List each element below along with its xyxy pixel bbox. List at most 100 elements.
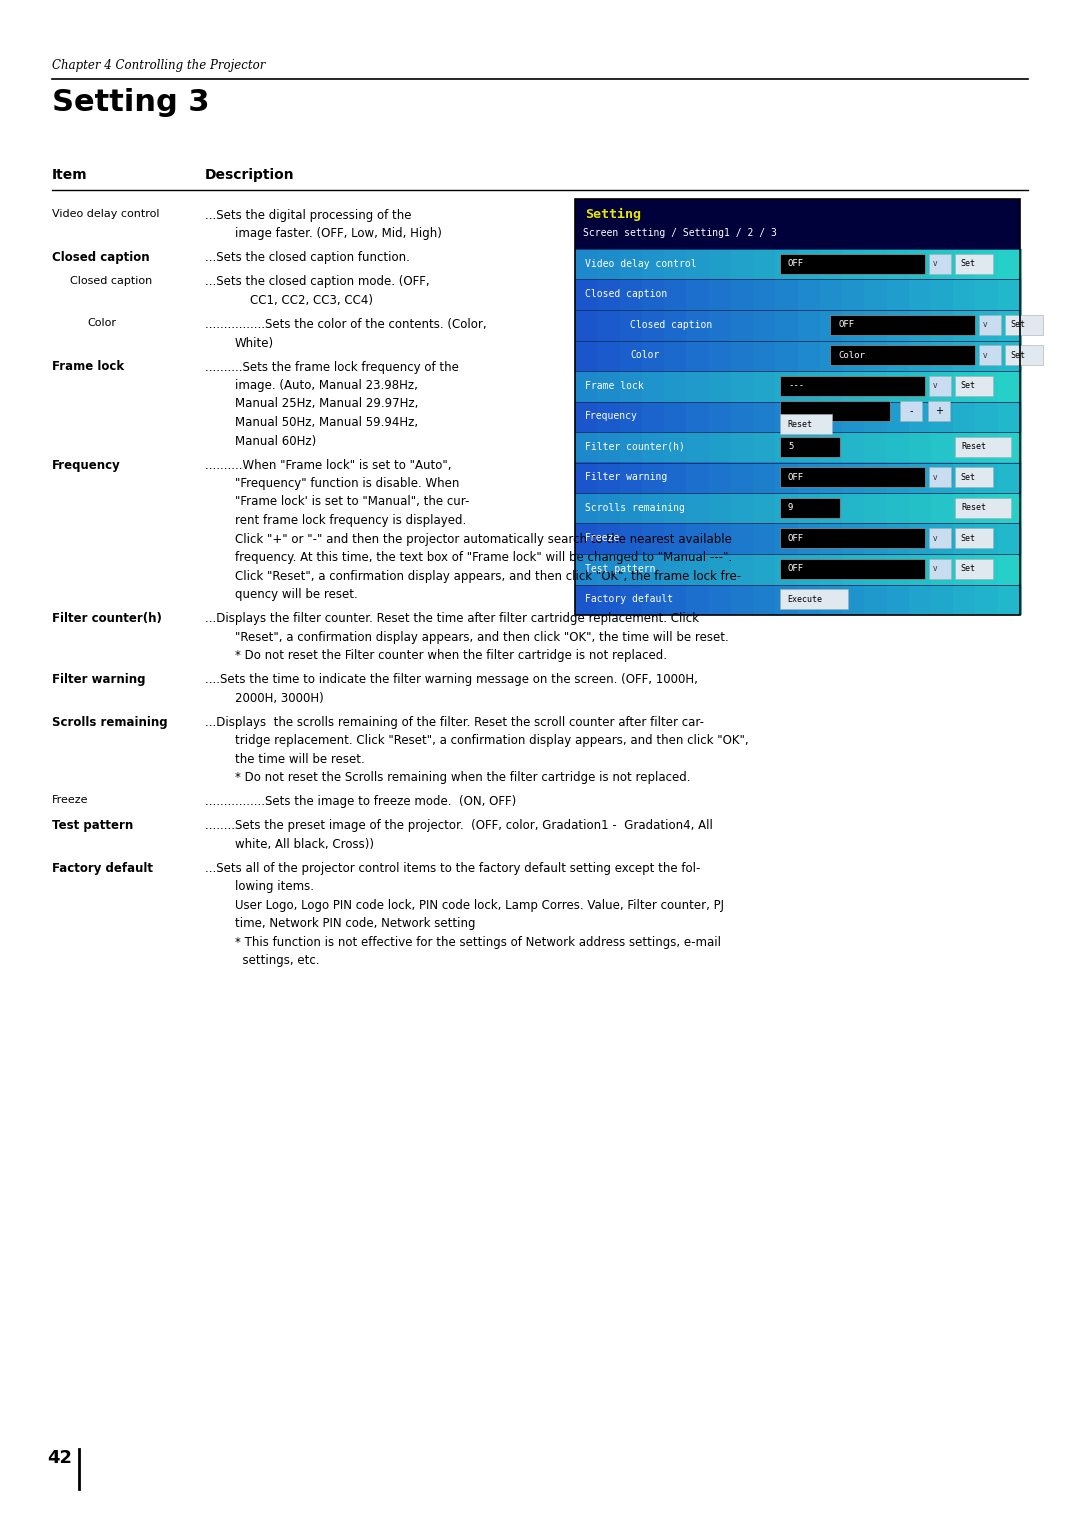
Text: Test pattern: Test pattern	[52, 818, 133, 832]
Bar	[975, 371, 1000, 402]
Bar	[998, 402, 1022, 432]
Bar	[908, 524, 933, 554]
Text: v: v	[983, 321, 987, 330]
Bar	[820, 279, 843, 310]
Bar	[954, 371, 977, 402]
Bar	[642, 524, 666, 554]
Bar	[954, 341, 977, 371]
Text: lowing items.: lowing items.	[235, 880, 314, 893]
Text: Reset: Reset	[961, 502, 986, 512]
Text: frequency. At this time, the text box of "Frame lock" will be changed to "Manual: frequency. At this time, the text box of…	[235, 551, 732, 563]
Bar	[642, 402, 666, 432]
Bar	[842, 341, 866, 371]
Text: Factory default: Factory default	[585, 594, 673, 605]
Bar	[864, 524, 889, 554]
Bar	[753, 432, 778, 463]
Bar	[775, 554, 799, 585]
Text: Color: Color	[630, 350, 660, 360]
Bar	[753, 310, 778, 341]
Bar	[1005, 315, 1043, 334]
Text: 42: 42	[48, 1449, 72, 1467]
Bar	[864, 493, 889, 524]
Bar	[998, 493, 1022, 524]
Bar	[955, 467, 993, 487]
Bar	[731, 432, 755, 463]
Text: ---: ---	[788, 382, 805, 389]
Bar	[620, 249, 644, 279]
Text: +: +	[935, 406, 943, 415]
Bar	[998, 341, 1022, 371]
Bar	[753, 371, 778, 402]
Bar	[975, 524, 1000, 554]
Bar	[597, 310, 621, 341]
Text: Filter counter(h): Filter counter(h)	[585, 441, 685, 452]
Text: ..........When "Frame lock" is set to "Auto",: ..........When "Frame lock" is set to "A…	[205, 458, 451, 472]
Bar	[820, 310, 843, 341]
Bar	[780, 467, 924, 487]
Bar	[686, 310, 711, 341]
Bar	[708, 402, 732, 432]
Bar	[708, 493, 732, 524]
Bar	[975, 249, 1000, 279]
Bar	[575, 463, 599, 493]
Text: rent frame lock frequency is displayed.: rent frame lock frequency is displayed.	[235, 515, 467, 527]
Bar	[731, 249, 755, 279]
Text: Frequency: Frequency	[52, 458, 121, 472]
Bar	[664, 493, 688, 524]
Bar	[864, 371, 889, 402]
Bar	[753, 249, 778, 279]
Bar	[797, 279, 822, 310]
Bar	[931, 279, 955, 310]
Bar	[820, 524, 843, 554]
Text: Chapter 4 Controlling the Projector: Chapter 4 Controlling the Projector	[52, 60, 266, 72]
Text: ...Sets the digital processing of the: ...Sets the digital processing of the	[205, 209, 411, 221]
Bar	[998, 554, 1022, 585]
Bar	[908, 554, 933, 585]
Bar	[842, 249, 866, 279]
Bar	[597, 371, 621, 402]
Bar	[842, 585, 866, 615]
Bar	[864, 432, 889, 463]
Bar	[597, 463, 621, 493]
Bar	[664, 310, 688, 341]
Bar	[842, 432, 866, 463]
Bar	[597, 585, 621, 615]
Bar	[597, 493, 621, 524]
Bar	[780, 498, 840, 518]
Text: Reset: Reset	[787, 420, 812, 429]
Text: Frame lock: Frame lock	[585, 380, 644, 391]
Bar	[620, 279, 644, 310]
Bar	[686, 554, 711, 585]
Bar	[864, 402, 889, 432]
Bar	[887, 310, 910, 341]
Text: OFF: OFF	[788, 260, 805, 269]
Bar	[575, 493, 599, 524]
Bar	[780, 253, 924, 273]
Bar	[820, 463, 843, 493]
Bar	[708, 585, 732, 615]
Bar	[731, 310, 755, 341]
Bar	[929, 528, 951, 548]
Bar	[820, 585, 843, 615]
Bar	[664, 463, 688, 493]
Bar	[929, 253, 951, 273]
Bar	[775, 463, 799, 493]
Bar	[842, 310, 866, 341]
Text: Filter warning: Filter warning	[52, 673, 146, 686]
Text: Video delay control: Video delay control	[585, 258, 697, 269]
Bar	[831, 315, 975, 334]
Bar	[975, 341, 1000, 371]
Bar	[797, 432, 822, 463]
Bar	[731, 493, 755, 524]
Bar	[998, 249, 1022, 279]
Bar	[908, 585, 933, 615]
Text: Manual 60Hz): Manual 60Hz)	[235, 435, 316, 447]
Bar	[955, 528, 993, 548]
Bar	[797, 310, 822, 341]
Bar	[575, 199, 1020, 249]
Text: White): White)	[235, 336, 274, 350]
Bar	[731, 463, 755, 493]
Bar	[642, 341, 666, 371]
Text: tridge replacement. Click "Reset", a confirmation display appears, and then clic: tridge replacement. Click "Reset", a con…	[235, 734, 748, 747]
Bar	[620, 432, 644, 463]
